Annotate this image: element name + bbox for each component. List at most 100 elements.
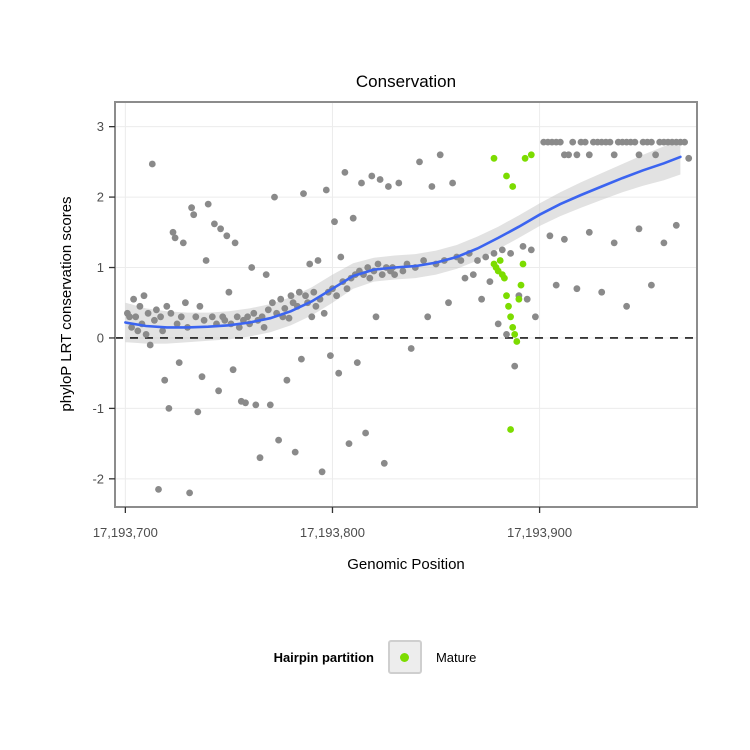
data-point xyxy=(169,228,177,236)
data-point xyxy=(327,352,334,359)
data-point xyxy=(163,302,171,310)
data-point xyxy=(660,239,668,247)
data-point xyxy=(573,151,581,159)
data-point xyxy=(148,160,156,168)
mature-point xyxy=(509,324,517,331)
mature-point xyxy=(513,338,521,345)
data-point xyxy=(217,225,225,233)
data-point xyxy=(486,278,494,285)
data-point xyxy=(208,313,216,321)
mature-point xyxy=(507,426,514,433)
y-tick-label: 2 xyxy=(97,190,104,205)
data-point xyxy=(490,250,498,257)
data-point xyxy=(337,253,345,261)
data-point xyxy=(204,200,212,208)
data-point xyxy=(165,405,173,412)
data-point xyxy=(385,183,392,190)
mature-point xyxy=(501,274,508,282)
data-point xyxy=(281,305,289,312)
data-point xyxy=(436,151,444,159)
mature-point xyxy=(527,151,535,159)
data-point xyxy=(331,218,338,226)
data-point xyxy=(364,264,372,271)
mature-point xyxy=(496,257,504,264)
data-point xyxy=(532,313,539,321)
data-point xyxy=(159,327,167,335)
data-point xyxy=(428,183,436,190)
data-point xyxy=(391,271,398,278)
data-point xyxy=(353,359,361,366)
data-point xyxy=(581,138,589,146)
data-point xyxy=(552,281,560,289)
data-point xyxy=(306,260,314,268)
data-point xyxy=(556,138,564,146)
data-point xyxy=(188,204,196,212)
mature-point-icon xyxy=(400,652,410,662)
data-point xyxy=(128,324,136,331)
data-point xyxy=(333,292,340,300)
data-point xyxy=(449,179,456,187)
mature-point xyxy=(521,154,529,162)
data-point xyxy=(271,193,278,201)
data-point xyxy=(445,299,452,307)
y-tick-label: 0 xyxy=(97,330,104,345)
data-point xyxy=(610,151,618,159)
data-point xyxy=(561,235,568,243)
data-point xyxy=(546,232,554,240)
y-tick-label: -1 xyxy=(92,401,104,416)
data-point xyxy=(310,288,318,296)
data-point xyxy=(179,239,187,247)
data-point xyxy=(457,257,465,264)
data-point xyxy=(262,271,270,278)
data-point xyxy=(233,313,241,321)
data-point xyxy=(498,246,506,254)
data-point xyxy=(256,454,264,462)
data-point xyxy=(478,295,485,303)
data-point xyxy=(631,138,639,146)
mature-point xyxy=(515,295,523,303)
data-point xyxy=(606,138,614,146)
data-point xyxy=(648,138,655,146)
data-point xyxy=(565,151,572,159)
y-tick-label: 1 xyxy=(97,260,104,275)
data-point xyxy=(275,436,282,444)
data-point xyxy=(225,288,233,296)
data-point xyxy=(341,169,349,176)
data-point xyxy=(295,288,303,296)
data-point xyxy=(126,313,133,321)
data-point xyxy=(291,448,299,456)
data-point xyxy=(215,387,223,395)
data-point xyxy=(416,158,423,166)
data-point xyxy=(314,257,322,264)
data-point xyxy=(399,267,407,275)
data-point xyxy=(523,295,531,303)
data-point xyxy=(461,274,469,282)
smooth-line xyxy=(124,155,682,329)
mature-point xyxy=(503,172,510,180)
data-point xyxy=(198,373,206,381)
x-tick-label: 17,193,900 xyxy=(507,525,572,540)
data-point xyxy=(196,302,204,310)
data-point xyxy=(366,274,374,282)
data-point xyxy=(171,234,179,242)
data-point xyxy=(175,359,183,366)
mature-point xyxy=(509,183,517,190)
x-tick-label: 17,193,700 xyxy=(93,525,158,540)
panel-border xyxy=(114,101,698,508)
data-point xyxy=(136,302,144,310)
data-point xyxy=(362,429,369,437)
data-point xyxy=(186,489,194,497)
data-point xyxy=(202,257,210,264)
mature-point xyxy=(503,292,510,300)
data-point xyxy=(519,243,527,250)
y-axis-label: phyloP LRT conservation scores xyxy=(58,196,75,412)
data-point xyxy=(266,401,274,409)
data-point xyxy=(242,399,249,407)
data-point xyxy=(335,369,343,377)
mature-point xyxy=(490,154,498,162)
data-point xyxy=(511,362,519,370)
data-point xyxy=(260,324,268,331)
data-point xyxy=(345,440,353,447)
data-point xyxy=(231,239,239,247)
